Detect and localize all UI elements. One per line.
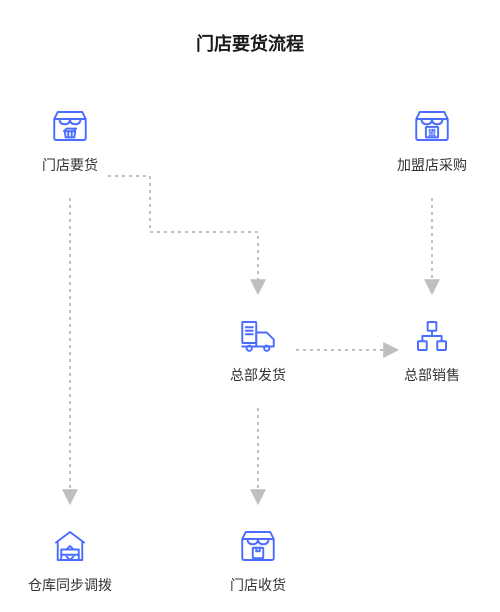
node-warehouse: 仓库同步调拨: [28, 525, 112, 595]
node-label: 门店要货: [42, 155, 98, 175]
node-label: 总部销售: [404, 365, 460, 385]
svg-text:盟: 盟: [428, 128, 436, 138]
store-basket-icon: [49, 105, 91, 147]
edges-layer: [0, 0, 500, 612]
diagram-title: 门店要货流程: [0, 30, 500, 56]
node-label: 仓库同步调拨: [28, 575, 112, 595]
truck-icon: [237, 315, 279, 357]
node-store_receive: 门店收货: [230, 525, 286, 595]
org-icon: [411, 315, 453, 357]
warehouse-icon: [49, 525, 91, 567]
node-hq_sales: 总部销售: [404, 315, 460, 385]
store-box-icon: [237, 525, 279, 567]
node-label: 加盟店采购: [397, 155, 467, 175]
node-label: 总部发货: [230, 365, 286, 385]
node-franchise: 盟 加盟店采购: [397, 105, 467, 175]
node-hq_ship: 总部发货: [230, 315, 286, 385]
node-store_request: 门店要货: [42, 105, 98, 175]
edge-store_request-to-hq_ship: [108, 176, 258, 292]
store-badge-icon: 盟: [411, 105, 453, 147]
node-label: 门店收货: [230, 575, 286, 595]
